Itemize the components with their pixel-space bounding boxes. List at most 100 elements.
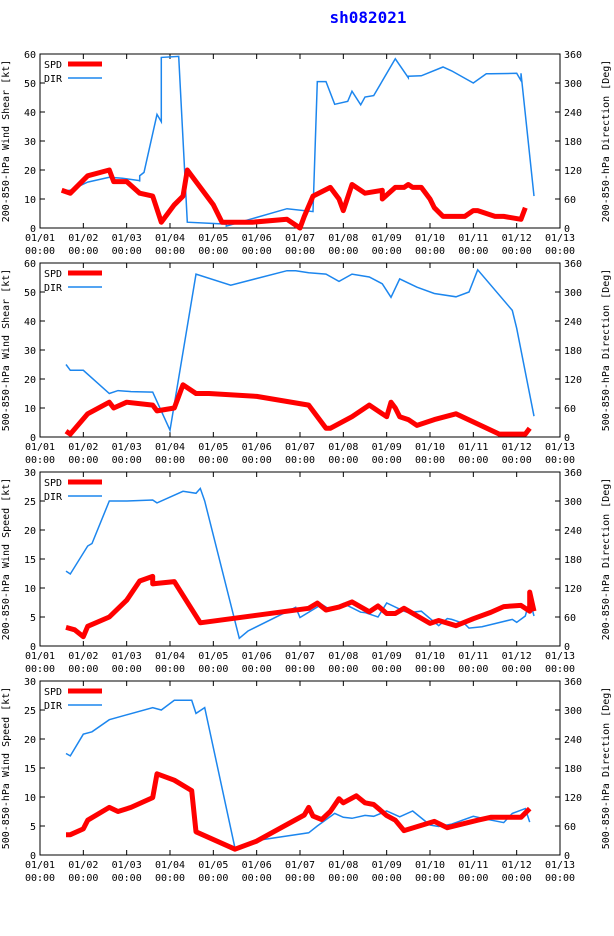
x-tick-sublabel: 00:00 [68,664,98,675]
x-tick-sublabel: 00:00 [25,873,55,884]
x-tick-sublabel: 00:00 [458,246,488,257]
x-tick-label: 01/10 [415,860,445,871]
x-tick-label: 01/04 [155,651,185,662]
x-tick-label: 01/07 [285,860,315,871]
x-tick-label: 01/11 [458,233,488,244]
x-tick-label: 01/09 [372,651,402,662]
x-tick-sublabel: 00:00 [502,246,532,257]
y-right-tick-label: 300 [564,706,582,717]
y-left-tick-label: 30 [24,677,36,688]
y-left-tick-label: 25 [24,706,36,717]
x-tick-sublabel: 00:00 [372,455,402,466]
x-tick-label: 01/04 [155,442,185,453]
legend-label-spd: SPD [44,687,62,698]
y-left-tick-label: 5 [30,822,36,833]
y-left-tick-label: 10 [24,793,36,804]
x-tick-label: 01/10 [415,651,445,662]
x-tick-label: 01/11 [458,442,488,453]
x-tick-sublabel: 00:00 [242,873,272,884]
x-tick-sublabel: 00:00 [328,246,358,257]
x-tick-label: 01/12 [502,651,532,662]
y-right-tick-label: 180 [564,137,582,148]
y-right-axis-label: 500-850-hPa Direction [Deg] [601,269,612,432]
y-left-tick-label: 0 [30,642,36,653]
x-tick-sublabel: 00:00 [112,455,142,466]
x-tick-sublabel: 00:00 [198,873,228,884]
x-tick-label: 01/12 [502,860,532,871]
x-tick-label: 01/01 [25,233,55,244]
x-tick-sublabel: 00:00 [242,455,272,466]
x-tick-label: 01/09 [372,860,402,871]
y-right-tick-label: 0 [564,851,570,862]
y-right-axis-label: 200-850-hPa Direction [Deg] [601,478,612,641]
x-tick-label: 01/01 [25,651,55,662]
x-tick-sublabel: 00:00 [68,455,98,466]
x-tick-label: 01/04 [155,233,185,244]
chart-panel-2: 0 10 20 30 40 50 60 0 60 120 180 240 300 360 01/01 00:0… [1,259,612,466]
x-tick-sublabel: 00:00 [328,873,358,884]
y-left-axis-label: 200-850-hPa Wind Shear [kt] [1,60,12,223]
y-right-tick-label: 120 [564,793,582,804]
y-left-tick-label: 30 [24,468,36,479]
y-left-tick-label: 10 [24,584,36,595]
x-tick-label: 01/13 [545,860,575,871]
x-tick-label: 01/07 [285,651,315,662]
x-tick-label: 01/13 [545,233,575,244]
y-left-axis-label: 200-850-hPa Wind Speed [kt] [1,478,12,641]
y-right-tick-label: 120 [564,375,582,386]
x-tick-label: 01/13 [545,442,575,453]
y-left-tick-label: 50 [24,79,36,90]
x-tick-sublabel: 00:00 [112,873,142,884]
y-left-tick-label: 40 [24,317,36,328]
x-tick-label: 01/03 [112,442,142,453]
dir-series-line [65,699,531,850]
x-tick-label: 01/03 [112,233,142,244]
page-title: sh082021 [329,8,407,27]
y-left-tick-label: 25 [24,497,36,508]
x-tick-sublabel: 00:00 [155,664,185,675]
x-tick-label: 01/07 [285,233,315,244]
x-tick-label: 01/02 [68,860,98,871]
x-tick-sublabel: 00:00 [198,664,228,675]
legend-label-dir: DIR [44,283,63,294]
spd-series-line [64,382,532,437]
spd-series-line [60,167,528,231]
plot-frame [39,471,561,647]
x-tick-sublabel: 00:00 [372,873,402,884]
legend-label-dir: DIR [44,492,63,503]
x-tick-sublabel: 00:00 [458,873,488,884]
y-left-tick-label: 20 [24,526,36,537]
x-tick-sublabel: 00:00 [285,873,315,884]
y-right-tick-label: 60 [564,613,576,624]
y-right-axis-label: 500-850-hPa Direction [Deg] [601,687,612,850]
y-right-tick-label: 180 [564,555,582,566]
x-tick-label: 01/09 [372,442,402,453]
x-tick-label: 01/08 [328,233,358,244]
x-tick-sublabel: 00:00 [68,873,98,884]
x-tick-label: 01/05 [198,442,228,453]
y-right-tick-label: 60 [564,195,576,206]
legend-label-dir: DIR [44,701,63,712]
x-tick-sublabel: 00:00 [285,455,315,466]
x-tick-label: 01/01 [25,860,55,871]
spd-series-line [65,573,537,640]
x-tick-sublabel: 00:00 [328,455,358,466]
y-right-tick-label: 240 [564,526,582,537]
x-tick-label: 01/10 [415,233,445,244]
y-left-tick-label: 10 [24,195,36,206]
y-right-tick-label: 240 [564,317,582,328]
x-tick-label: 01/05 [198,860,228,871]
x-tick-label: 01/11 [458,651,488,662]
y-right-tick-label: 360 [564,677,582,688]
legend-label-dir: DIR [44,74,63,85]
y-right-tick-label: 240 [564,735,582,746]
y-right-tick-label: 120 [564,584,582,595]
y-right-tick-label: 120 [564,166,582,177]
spd-series-line [66,771,532,852]
y-left-tick-label: 0 [30,224,36,235]
x-tick-sublabel: 00:00 [545,664,575,675]
x-tick-sublabel: 00:00 [198,455,228,466]
x-tick-label: 01/08 [328,442,358,453]
x-tick-label: 01/05 [198,651,228,662]
x-tick-label: 01/11 [458,860,488,871]
